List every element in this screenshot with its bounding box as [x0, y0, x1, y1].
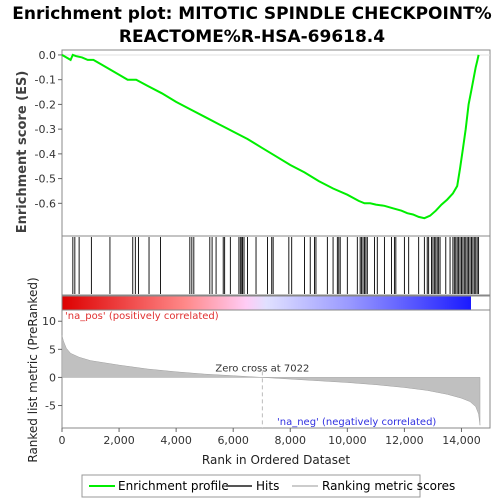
es-y-tick-label: 0.0: [39, 49, 57, 62]
x-tick-label: 2,000: [103, 434, 135, 447]
hits-marks: [72, 237, 480, 294]
chart-title-line2: REACTOME%R-HSA-69618.4: [119, 27, 385, 47]
es-y-ticks: 0.0 -0.1 -0.2 -0.3 -0.4 -0.5 -0.6: [35, 49, 62, 210]
x-axis-label: Rank in Ordered Dataset: [202, 453, 350, 467]
metric-y-tick-label: 0: [49, 371, 56, 384]
x-tick-label: 14,000: [442, 434, 481, 447]
x-tick-label: 10,000: [328, 434, 367, 447]
pos-correlated-label: 'na_pos' (positively correlated): [65, 311, 219, 322]
x-tick-label: 12,000: [385, 434, 424, 447]
enrichment-profile-line: [61, 53, 480, 220]
x-tick-label: 6,000: [217, 434, 249, 447]
x-tick-label: 8,000: [275, 434, 307, 447]
metric-x-ticks: 0 2,000 4,000 6,000 8,000 10,000 12,000 14,000: [59, 428, 481, 447]
metric-y-axis-label: Ranked list metric (PreRanked): [26, 277, 40, 462]
legend-enrichment-label: Enrichment profile: [118, 479, 229, 493]
neg-correlated-label: 'na_neg' (negatively correlated): [277, 417, 436, 428]
metric-y-ticks: 10 5 0 -5: [42, 315, 62, 413]
metric-y-tick-label: -5: [45, 400, 56, 413]
es-y-tick-label: -0.5: [35, 173, 56, 186]
chart-title-line1: Enrichment plot: MITOTIC SPINDLE CHECKPO…: [12, 4, 491, 24]
ranking-metric-area: [61, 335, 481, 426]
hits-frame: [61, 235, 491, 296]
x-tick-label: 4,000: [160, 434, 192, 447]
zero-cross-label: Zero cross at 7022: [215, 363, 309, 374]
es-y-tick-label: -0.1: [35, 74, 56, 87]
es-y-tick-label: -0.3: [35, 123, 56, 136]
es-y-tick-label: -0.6: [35, 197, 56, 210]
es-y-tick-label: -0.4: [35, 148, 56, 161]
ranking-color-bar: [62, 296, 471, 310]
metric-y-tick-label: 10: [42, 315, 56, 328]
metric-y-tick-label: 5: [49, 343, 56, 356]
es-y-axis-label: Enrichment score (ES): [15, 71, 30, 234]
x-tick-label: 0: [59, 434, 66, 447]
legend-metric-label: Ranking metric scores: [322, 479, 455, 493]
legend-hits-label: Hits: [256, 479, 279, 493]
es-y-tick-label: -0.2: [35, 98, 56, 111]
